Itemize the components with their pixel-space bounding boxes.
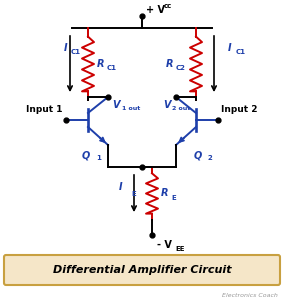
Text: I: I	[118, 182, 122, 193]
Text: V: V	[164, 100, 171, 110]
Text: Input 2: Input 2	[221, 105, 258, 114]
Text: R: R	[161, 188, 168, 199]
Text: + V: + V	[146, 5, 165, 15]
Text: R: R	[97, 59, 105, 69]
Text: I: I	[228, 43, 232, 53]
Text: C1: C1	[236, 49, 246, 55]
Text: cc: cc	[164, 3, 172, 9]
Text: 2: 2	[208, 155, 213, 161]
FancyBboxPatch shape	[4, 255, 280, 285]
Text: Q: Q	[82, 151, 90, 161]
Text: C1: C1	[107, 65, 117, 71]
Text: 1: 1	[96, 155, 101, 161]
Text: V: V	[112, 100, 120, 110]
Text: C1: C1	[71, 49, 81, 55]
Text: EE: EE	[175, 246, 185, 252]
Text: C2: C2	[176, 65, 186, 71]
Text: 2 out: 2 out	[172, 106, 190, 112]
Text: 1 out: 1 out	[122, 106, 140, 112]
Text: Input 1: Input 1	[26, 105, 63, 114]
Text: Electronics Coach: Electronics Coach	[222, 293, 278, 298]
Text: I: I	[63, 43, 67, 53]
Text: R: R	[166, 59, 174, 69]
Text: E: E	[131, 190, 136, 196]
Text: - V: - V	[157, 240, 172, 250]
Text: Q: Q	[194, 151, 202, 161]
Text: E: E	[171, 194, 176, 200]
Text: Differential Amplifier Circuit: Differential Amplifier Circuit	[53, 265, 231, 275]
